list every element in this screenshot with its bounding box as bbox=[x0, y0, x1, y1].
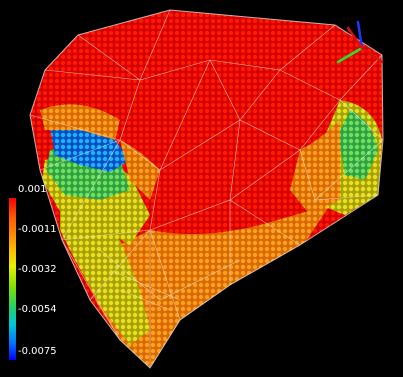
wireframe-mesh bbox=[29, 9, 384, 369]
color-legend-bar bbox=[9, 198, 16, 360]
legend-label-2: -0.0011 bbox=[18, 224, 57, 235]
legend-label-3: -0.0032 bbox=[18, 264, 57, 275]
legend-label-min: -0.0075 bbox=[18, 346, 57, 357]
legend-label-max: 0.001 bbox=[18, 184, 47, 195]
axis-triad bbox=[336, 20, 384, 64]
legend-label-4: -0.0054 bbox=[18, 304, 57, 315]
